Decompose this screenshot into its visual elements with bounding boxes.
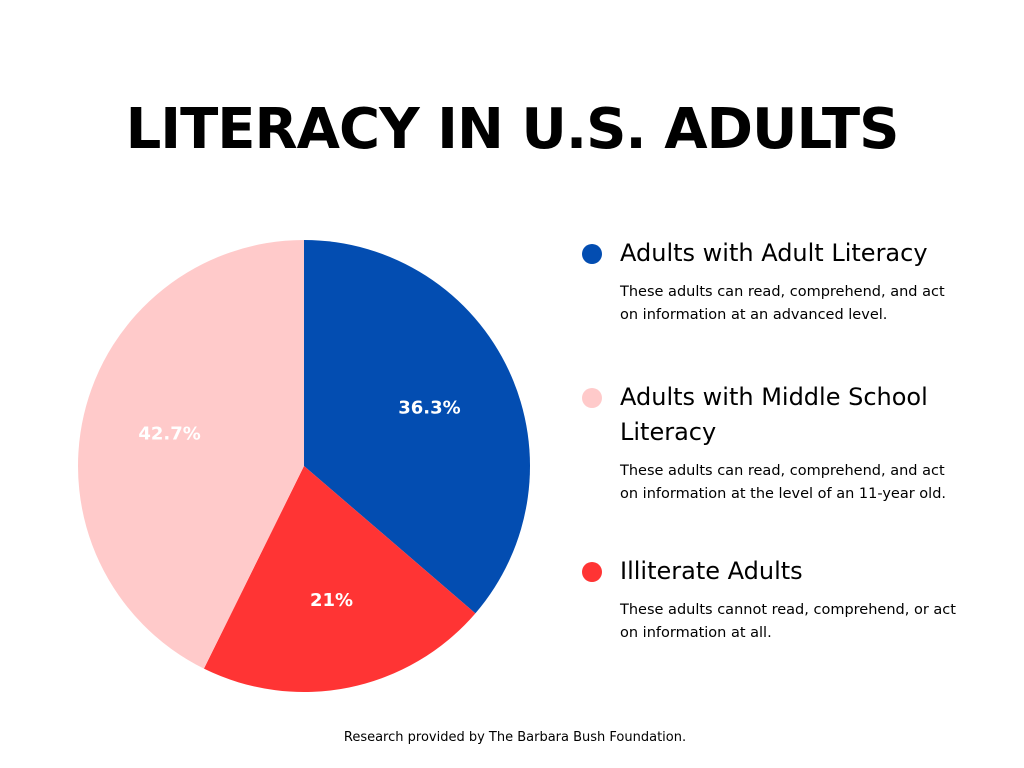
pie-chart: 36.3% 21% 42.7% [78, 240, 530, 692]
legend-item-middle-school-literacy: Adults with Middle School Literacy These… [580, 380, 980, 506]
legend-dot-illiterate [582, 562, 602, 582]
pie-slice-adults-with-middle-school-literacy [78, 240, 304, 669]
pie-slice-adults-with-adult-literacy [304, 240, 530, 614]
chart-title: LITERACY IN U.S. ADULTS [125, 97, 900, 162]
legend-dot-adult-literacy [582, 244, 602, 264]
source-note: Research provided by The Barbara Bush Fo… [343, 730, 687, 745]
pie-slice-illiterate-adults [203, 466, 476, 692]
legend-description-adult-literacy: These adults can read, comprehend, and a… [620, 284, 945, 323]
legend-label-middle-school-literacy: Adults with Middle School Literacy [620, 383, 928, 446]
legend-label-adult-literacy: Adults with Adult Literacy [620, 239, 928, 267]
legend-description-illiterate: These adults cannot read, comprehend, or… [620, 602, 956, 641]
legend-item-illiterate: Illiterate Adults These adults cannot re… [580, 554, 960, 645]
legend-dot-middle-school-literacy [582, 388, 602, 408]
legend-description-middle-school-literacy: These adults can read, comprehend, and a… [620, 463, 947, 502]
legend-label-illiterate: Illiterate Adults [620, 557, 803, 585]
slice-value-label-illiterate-adults: 21% [310, 590, 353, 611]
slice-value-label-adults-with-adult-literacy: 36.3% [398, 397, 460, 418]
legend-item-adult-literacy: Adults with Adult Literacy These adults … [580, 236, 960, 327]
slice-value-label-adults-with-middle-school-literacy: 42.7% [138, 424, 200, 445]
